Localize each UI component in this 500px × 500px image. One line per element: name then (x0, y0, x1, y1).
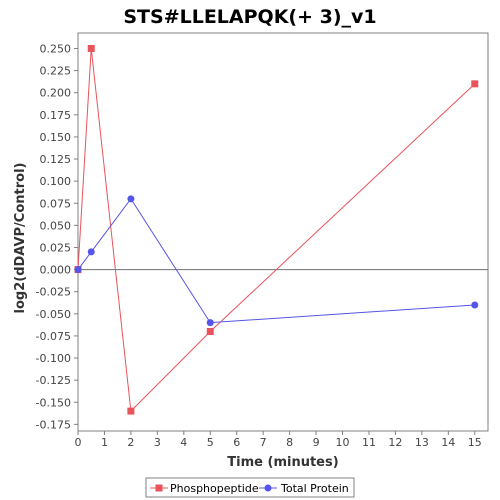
y-axis-title: log2(dDAVP/Control) (13, 163, 28, 314)
x-axis-title: Time (minutes) (227, 455, 338, 470)
y-tick-label: 0.125 (40, 153, 72, 166)
x-tick-label: 0 (75, 436, 82, 449)
y-axis: -0.175 -0.150 -0.125 -0.100 -0.075 -0.050 -0.0… (36, 42, 78, 431)
y-tick-label: -0.075 (36, 330, 71, 343)
y-tick-label: 0.250 (40, 42, 72, 55)
legend-label: Phosphopeptide (170, 482, 259, 495)
data-point-square (127, 407, 135, 415)
data-point-circle (471, 301, 479, 309)
y-tick-label: 0.200 (40, 87, 72, 100)
data-point-circle (206, 319, 214, 327)
legend-swatch-square (155, 484, 163, 492)
x-tick-label: 10 (336, 436, 350, 449)
chart-title: STS#LLELAPQK(+ 3)_v1 (123, 6, 376, 28)
y-tick-label: -0.150 (36, 396, 71, 409)
x-tick-label: 11 (362, 436, 376, 449)
y-tick-label: 0.225 (40, 65, 72, 78)
y-tick-label: -0.175 (36, 418, 71, 431)
x-tick-label: 4 (180, 436, 187, 449)
plot-area (77, 32, 489, 432)
x-tick-label: 13 (415, 436, 429, 449)
y-tick-label: -0.125 (36, 374, 71, 387)
data-point-circle (87, 248, 95, 256)
data-point-square (87, 44, 95, 52)
legend-item-phosphopeptide: Phosphopeptide (150, 482, 259, 495)
legend-item-total-protein: Total Protein (259, 482, 349, 495)
x-tick-label: 7 (260, 436, 267, 449)
y-tick-label: 0.175 (40, 109, 72, 122)
y-tick-label: 0.050 (40, 219, 72, 232)
legend: Phosphopeptide Total Protein (145, 477, 355, 498)
data-point-square (471, 80, 479, 88)
legend-box (145, 477, 355, 498)
x-tick-label: 5 (207, 436, 214, 449)
data-point-square (206, 328, 214, 335)
series-group (74, 44, 479, 415)
y-tick-label: -0.050 (36, 308, 71, 321)
x-tick-label: 14 (441, 436, 455, 449)
legend-label: Total Protein (280, 482, 349, 495)
series-total-protein (74, 195, 479, 327)
y-tick-label: 0.150 (40, 131, 72, 144)
legend-swatch-circle (264, 484, 272, 492)
x-tick-label: 2 (127, 436, 134, 449)
x-tick-label: 3 (154, 436, 161, 449)
x-tick-label: 12 (388, 436, 402, 449)
y-tick-label: -0.025 (36, 286, 71, 299)
y-tick-label: -0.100 (36, 352, 71, 365)
y-tick-label: 0.025 (40, 241, 72, 254)
y-tick-label: 0.000 (40, 264, 72, 277)
y-tick-label: 0.100 (40, 175, 72, 188)
plot-border (77, 32, 489, 432)
x-tick-label: 6 (233, 436, 240, 449)
data-point-circle (74, 266, 82, 274)
x-tick-label: 8 (286, 436, 293, 449)
y-tick-label: 0.075 (40, 197, 72, 210)
x-tick-label: 9 (313, 436, 320, 449)
x-tick-label: 1 (101, 436, 108, 449)
data-point-circle (127, 195, 135, 203)
x-tick-label: 15 (468, 436, 482, 449)
x-axis: 0 1 2 3 4 5 6 7 8 9 10 11 12 13 14 15 (75, 431, 482, 449)
